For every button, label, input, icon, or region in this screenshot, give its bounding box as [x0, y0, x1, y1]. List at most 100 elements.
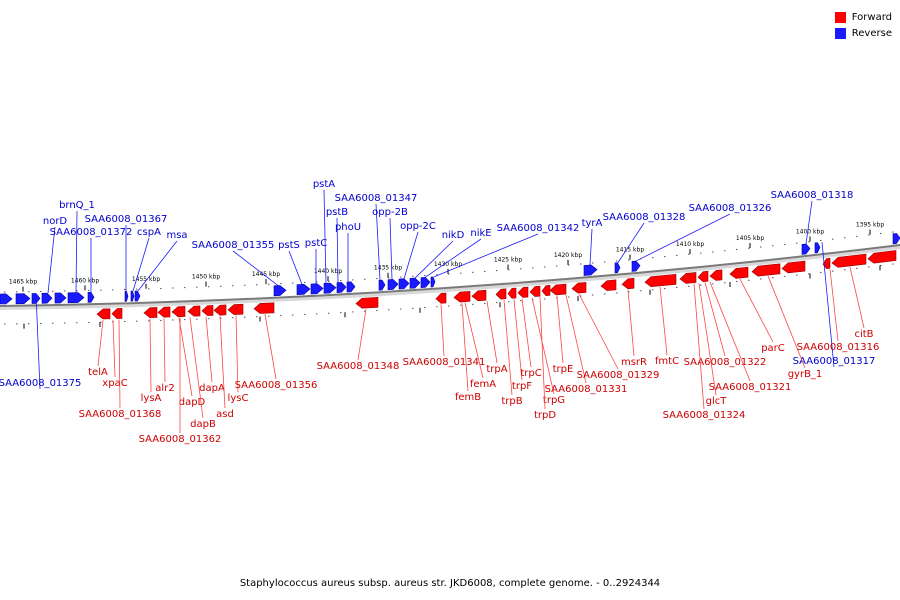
gene-arrow: [801, 243, 811, 255]
gene-label: SAA6008_01318: [771, 190, 854, 201]
gene-arrow: [336, 282, 347, 293]
gene-label: msrR: [621, 357, 647, 368]
gene-label: femB: [455, 392, 481, 403]
gene-arrow: [54, 292, 67, 304]
gene-arrow: [124, 291, 129, 302]
gene-label: SAA6008_01331: [545, 384, 628, 395]
leader-line: [357, 308, 367, 361]
gene-arrow: [378, 279, 386, 291]
reverse-swatch: [834, 27, 846, 39]
gene-label: SAA6008_01367: [85, 214, 168, 225]
leader-line: [698, 283, 717, 396]
leader-line: [627, 289, 635, 357]
gene-arrow: [549, 283, 567, 296]
gene-arrow: [67, 292, 85, 304]
gene-label: gyrB_1: [788, 369, 823, 380]
gene-label: phoU: [335, 222, 361, 233]
gene-arrow: [679, 272, 697, 284]
gene-label: citB: [854, 329, 873, 340]
leader-line: [189, 317, 204, 419]
gene-label: trpA: [486, 364, 507, 375]
gene-arrow: [134, 290, 141, 302]
legend: Forward Reverse: [834, 9, 892, 41]
leader-line: [403, 231, 419, 279]
gene-label: nikE: [470, 228, 491, 239]
leader-line: [178, 317, 193, 397]
gene-label: SAA6008_01347: [335, 193, 418, 204]
leader-line: [464, 302, 484, 379]
leader-line: [565, 294, 587, 384]
gene-label: opp-2B: [372, 207, 408, 218]
gene-arrow: [430, 276, 436, 288]
gene-arrow: [111, 308, 123, 319]
leader-line: [35, 293, 41, 390]
gene-label: pstA: [313, 179, 335, 190]
leader-line: [97, 319, 104, 367]
gene-label: SAA6008_01372: [50, 227, 133, 238]
gene-label: dapB: [190, 419, 216, 430]
leader-line: [288, 250, 303, 285]
tick-label: 1465 kbp: [9, 279, 37, 286]
leader-line: [75, 210, 78, 293]
gene-arrow: [529, 285, 541, 297]
gene-arrow: [892, 233, 900, 245]
gene-arrow: [15, 293, 31, 305]
genome-backbone: [0, 244, 900, 307]
legend-forward[interactable]: Forward: [834, 9, 892, 25]
gene-label: lysA: [141, 393, 162, 404]
gene-arrow: [323, 282, 337, 294]
gene-label: tyrA: [582, 218, 603, 229]
gene-label: msa: [166, 230, 187, 241]
gene-label: SAA6008_01326: [689, 203, 772, 214]
leader-line: [739, 278, 774, 343]
gene-label: SAA6008_01355: [192, 240, 275, 251]
gene-arrow: [41, 292, 53, 304]
leader-line: [829, 269, 839, 342]
gene-label: SAA6008_01324: [663, 410, 746, 421]
gene-label: brnQ_1: [59, 200, 95, 211]
gene-arrow: [631, 260, 641, 272]
leader-line: [47, 226, 56, 294]
leader-line: [137, 240, 178, 292]
gene-label: telA: [88, 367, 108, 378]
gene-arrow: [541, 285, 551, 296]
leader-line: [389, 217, 393, 280]
gene-arrow: [435, 292, 447, 304]
leader-line: [132, 237, 150, 292]
leader-line: [486, 301, 498, 364]
leader-line: [424, 238, 482, 278]
leader-line: [163, 318, 166, 383]
gene-label: SAA6008_01341: [403, 357, 486, 368]
gene-label: pstS: [278, 240, 300, 251]
legend-reverse[interactable]: Reverse: [834, 25, 892, 41]
leader-line: [205, 316, 213, 383]
leader-line: [513, 299, 523, 381]
gene-arrow: [387, 279, 399, 291]
tick-label: 1415 kbp: [616, 247, 644, 254]
gene-arrow: [355, 297, 379, 309]
tick-label: 1400 kbp: [796, 229, 824, 236]
leader-line: [336, 217, 339, 283]
gene-arrow: [781, 260, 806, 274]
gene-arrow: [273, 285, 287, 297]
leader-line: [503, 299, 513, 396]
gene-label: SAA6008_01322: [684, 357, 767, 368]
gene-arrow: [471, 289, 487, 302]
gene-arrow: [201, 305, 214, 316]
leader-line: [219, 316, 226, 409]
leader-line: [531, 297, 555, 395]
leader-line: [521, 298, 532, 368]
gene-arrow: [157, 306, 171, 318]
gene-arrow: [495, 288, 507, 300]
gene-label: opp-2C: [400, 221, 436, 232]
gene-label: SAA6008_01329: [577, 370, 660, 381]
leader-line: [375, 203, 381, 281]
gene-arrow: [398, 278, 410, 290]
gene-label: nikD: [442, 230, 465, 241]
gene-arrow: [697, 270, 709, 283]
gene-arrow: [751, 263, 781, 277]
gene-arrow: [227, 303, 244, 315]
gene-label: SAA6008_01317: [793, 356, 876, 367]
gene-label: trpD: [534, 410, 556, 421]
map-caption: Staphylococcus aureus subsp. aureus str.…: [239, 578, 661, 589]
